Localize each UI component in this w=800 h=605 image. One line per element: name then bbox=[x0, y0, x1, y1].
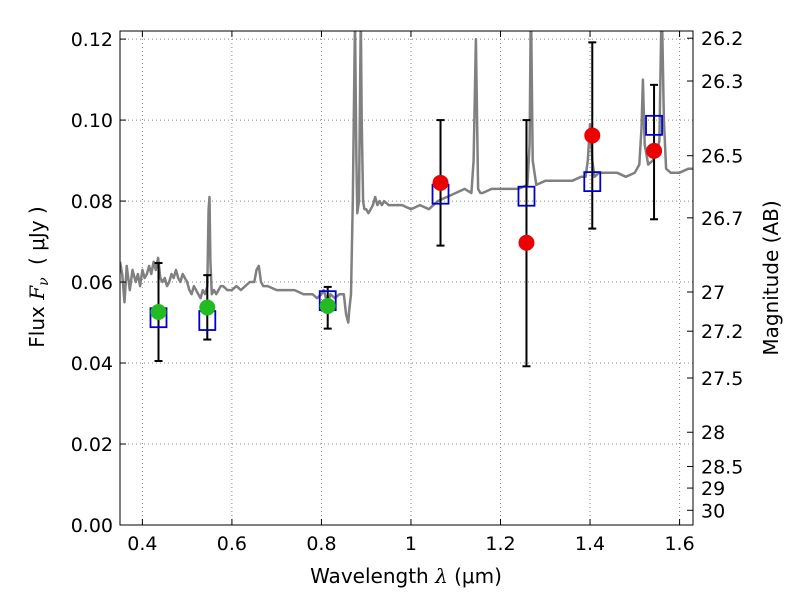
x-tick-label: 1.6 bbox=[664, 533, 694, 555]
y-axis-label-unit: ( μJy ) bbox=[25, 206, 49, 265]
y-axis-label: Flux Fν ( μJy ) bbox=[25, 206, 53, 347]
y-axis-label-prefix: Flux bbox=[25, 306, 49, 348]
observed-nir-point bbox=[518, 234, 535, 251]
x-tick-label: 1.4 bbox=[575, 533, 605, 555]
y-tick-label: 0.12 bbox=[71, 29, 113, 51]
y-tick-label: 0.10 bbox=[71, 110, 113, 132]
y2-tick-label: 28 bbox=[701, 422, 725, 444]
y2-tick-label: 30 bbox=[701, 500, 725, 522]
marker-layer bbox=[149, 114, 663, 331]
tick-layer: 0.4 0.6 0.8 1 1.2 1.4 1.6 0.00 0.02 0.04 0.06 0.08 0… bbox=[71, 28, 744, 555]
y-tick-label: 0.04 bbox=[71, 353, 113, 375]
x-tick-label: 0.8 bbox=[306, 533, 336, 555]
observed-nir-point bbox=[432, 174, 449, 191]
observed-optical-point bbox=[150, 304, 167, 321]
x-axis-label-unit: (μm) bbox=[454, 564, 502, 588]
y2-tick-label: 29 bbox=[701, 478, 725, 500]
grid-lines bbox=[120, 31, 693, 526]
errorbar-layer bbox=[154, 41, 659, 368]
x-tick-label: 0.4 bbox=[127, 533, 157, 555]
x-tick-label: 1.2 bbox=[485, 533, 515, 555]
model-photometry-square bbox=[517, 185, 536, 207]
model-spectrum-line bbox=[120, 31, 693, 324]
observed-optical-point bbox=[319, 297, 336, 314]
y2-tick-label: 26.7 bbox=[701, 208, 743, 230]
y2-tick-label: 28.5 bbox=[701, 456, 743, 478]
x-axis-label-prefix: Wavelength bbox=[310, 564, 429, 588]
x-tick-label: 1 bbox=[405, 533, 417, 555]
y2-tick-label: 27.5 bbox=[701, 368, 743, 390]
y-tick-label: 0.08 bbox=[71, 191, 113, 213]
model-spectrum-layer bbox=[120, 31, 693, 324]
x-axis-label-symbol: λ bbox=[434, 564, 448, 588]
y2-tick-label: 26.3 bbox=[701, 71, 743, 93]
y-tick-label: 0.00 bbox=[71, 515, 113, 537]
y-tick-label: 0.02 bbox=[71, 434, 113, 456]
x-axis-label: Wavelength λ (μm) bbox=[310, 564, 502, 588]
y-axis-label-subscript: ν bbox=[36, 277, 52, 286]
y-tick-label: 0.06 bbox=[71, 272, 113, 294]
observed-nir-point bbox=[584, 127, 601, 144]
y2-axis-label: Magnitude (AB) bbox=[759, 200, 783, 355]
y2-tick-label: 26.2 bbox=[701, 28, 743, 50]
observed-optical-point bbox=[199, 299, 216, 316]
model-photometry-square bbox=[583, 171, 602, 193]
y2-tick-label: 26.5 bbox=[701, 146, 743, 168]
y2-tick-label: 27 bbox=[701, 282, 725, 304]
y2-tick-label: 27.2 bbox=[701, 321, 743, 343]
plot-frame bbox=[119, 30, 694, 526]
observed-nir-point bbox=[646, 142, 663, 159]
x-tick-label: 0.6 bbox=[217, 533, 247, 555]
model-photometry-square bbox=[645, 114, 663, 136]
y-axis-label-symbol: F bbox=[25, 285, 49, 301]
